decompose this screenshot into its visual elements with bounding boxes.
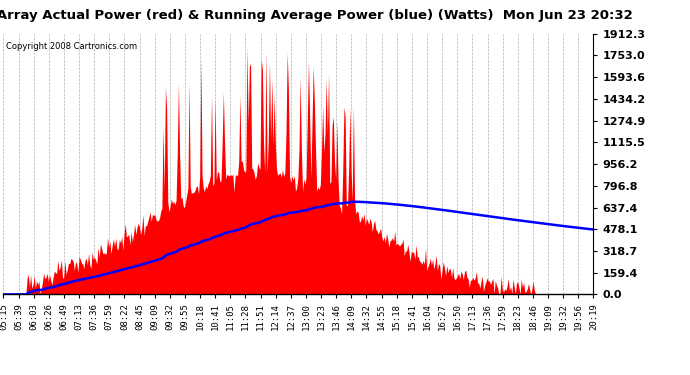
Text: Copyright 2008 Cartronics.com: Copyright 2008 Cartronics.com — [6, 42, 137, 51]
Text: East Array Actual Power (red) & Running Average Power (blue) (Watts)  Mon Jun 23: East Array Actual Power (red) & Running … — [0, 9, 633, 22]
